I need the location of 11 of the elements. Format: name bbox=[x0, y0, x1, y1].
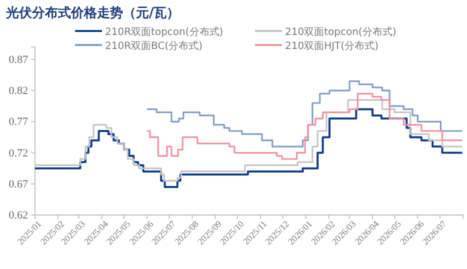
y-tick-label: 0.77 bbox=[8, 116, 28, 128]
y-tick-label: 0.62 bbox=[8, 210, 28, 222]
legend-label: 210R双面topcon(分布式) bbox=[105, 26, 224, 38]
y-tick-label: 0.82 bbox=[8, 85, 28, 98]
legend-label: 210R双面BC(分布式) bbox=[105, 40, 203, 52]
legend-label: 210双面HJT(分布式) bbox=[285, 40, 379, 52]
y-tick-label: 0.87 bbox=[8, 54, 28, 66]
chart-title: 光伏分布式价格走势（元/瓦） bbox=[5, 5, 180, 21]
y-tick-label: 0.72 bbox=[8, 147, 28, 160]
legend-label: 210双面topcon(分布式) bbox=[285, 26, 396, 38]
y-tick-label: 0.67 bbox=[8, 178, 28, 190]
